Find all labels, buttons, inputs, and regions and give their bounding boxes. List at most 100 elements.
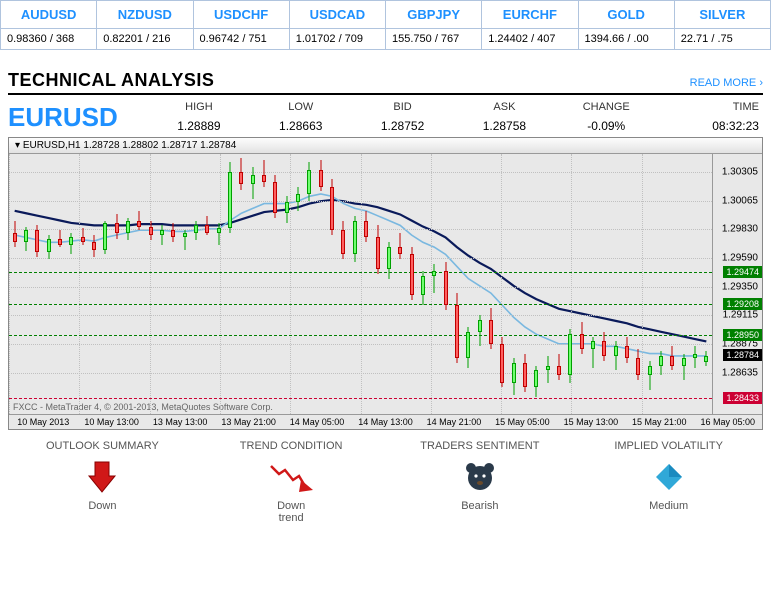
- quote-col-ask: ASK1.28758: [453, 101, 555, 133]
- candle: [353, 154, 357, 414]
- candle: [625, 154, 629, 414]
- candle: [512, 154, 516, 414]
- candle: [58, 154, 62, 414]
- price-tag: 1.28433: [723, 392, 762, 404]
- candle: [239, 154, 243, 414]
- candle: [273, 154, 277, 414]
- candle: [659, 154, 663, 414]
- summary-row: OUTLOOK SUMMARYDownTREND CONDITIONDowntr…: [8, 440, 763, 524]
- ticker-symbol: GOLD: [579, 1, 674, 29]
- ticker-usdchf[interactable]: USDCHF0.96742 / 751: [194, 1, 290, 49]
- quote-col-change: CHANGE-0.09%: [555, 101, 657, 133]
- candle: [69, 154, 73, 414]
- price-tag: 1.29208: [723, 298, 762, 310]
- candle: [557, 154, 561, 414]
- candle: [534, 154, 538, 414]
- candle: [580, 154, 584, 414]
- candle: [81, 154, 85, 414]
- candle: [35, 154, 39, 414]
- ylabel: 1.29115: [723, 310, 758, 321]
- candle: [217, 154, 221, 414]
- candle: [387, 154, 391, 414]
- candle: [126, 154, 130, 414]
- chart-title-icon: ▾: [15, 140, 23, 151]
- chart-gridline-v: [642, 154, 643, 414]
- xlabel: 13 May 13:00: [146, 415, 214, 429]
- chart-gridline-v: [361, 154, 362, 414]
- candle: [171, 154, 175, 414]
- candle: [307, 154, 311, 414]
- ticker-value: 1.01702 / 709: [290, 29, 385, 49]
- ticker-value: 1394.66 / .00: [579, 29, 674, 49]
- candle: [602, 154, 606, 414]
- candle: [364, 154, 368, 414]
- candle: [47, 154, 51, 414]
- quote-col-high: HIGH1.28889: [148, 101, 250, 133]
- ticker-eurchf[interactable]: EURCHF1.24402 / 407: [482, 1, 578, 49]
- summary-heading: IMPLIED VOLATILITY: [574, 440, 763, 452]
- ticker-value: 0.98360 / 368: [1, 29, 96, 49]
- chart-plot: FXCC - MetaTrader 4, © 2001-2013, MetaQu…: [9, 154, 712, 414]
- candle: [13, 154, 17, 414]
- candle: [251, 154, 255, 414]
- quote-col-time: TIME08:32:23: [657, 101, 763, 133]
- chart-gridline-v: [9, 154, 10, 414]
- summary-heading: OUTLOOK SUMMARY: [8, 440, 197, 452]
- xlabel: 15 May 13:00: [557, 415, 625, 429]
- ticker-value: 22.71 / .75: [675, 29, 770, 49]
- summary-value: Bearish: [386, 500, 575, 512]
- candle: [160, 154, 164, 414]
- xlabel: 13 May 21:00: [214, 415, 282, 429]
- ticker-strip: AUDUSD0.98360 / 368NZDUSD0.82201 / 216US…: [0, 0, 771, 50]
- candle: [568, 154, 572, 414]
- ylabel: 1.29350: [722, 282, 758, 293]
- candle: [693, 154, 697, 414]
- ticker-value: 0.82201 / 216: [97, 29, 192, 49]
- ticker-gbpjpy[interactable]: GBPJPY155.750 / 767: [386, 1, 482, 49]
- summary-bear: TRADERS SENTIMENTBearish: [386, 440, 575, 524]
- xlabel: 14 May 13:00: [351, 415, 419, 429]
- candle: [466, 154, 470, 414]
- ticker-symbol: USDCHF: [194, 1, 289, 29]
- ticker-symbol: USDCAD: [290, 1, 385, 29]
- candle: [194, 154, 198, 414]
- summary-diamond: IMPLIED VOLATILITYMedium: [574, 440, 763, 524]
- chart-container: ▾ EURUSD,H1 1.28728 1.28802 1.28717 1.28…: [8, 137, 763, 430]
- candle: [24, 154, 28, 414]
- ticker-gold[interactable]: GOLD1394.66 / .00: [579, 1, 675, 49]
- candle: [262, 154, 266, 414]
- chart-title: EURUSD,H1 1.28728 1.28802 1.28717 1.2878…: [23, 140, 237, 151]
- candle: [455, 154, 459, 414]
- ticker-usdcad[interactable]: USDCAD1.01702 / 709: [290, 1, 386, 49]
- chart-footer: FXCC - MetaTrader 4, © 2001-2013, MetaQu…: [13, 402, 273, 412]
- candle: [591, 154, 595, 414]
- chart-xaxis: 10 May 201310 May 13:0013 May 13:0013 Ma…: [9, 414, 762, 429]
- candle: [682, 154, 686, 414]
- bear-icon: [386, 460, 575, 494]
- candle: [149, 154, 153, 414]
- candle: [341, 154, 345, 414]
- chevron-right-icon: ›: [759, 77, 763, 89]
- price-tag: 1.28784: [723, 349, 762, 361]
- ticker-symbol: AUDUSD: [1, 1, 96, 29]
- candle: [648, 154, 652, 414]
- candle: [285, 154, 289, 414]
- read-more-link[interactable]: READ MORE ›: [690, 77, 763, 89]
- xlabel: 16 May 05:00: [694, 415, 762, 429]
- candle: [670, 154, 674, 414]
- ylabel: 1.30305: [722, 166, 758, 177]
- price-tag: 1.29474: [723, 266, 762, 278]
- summary-heading: TREND CONDITION: [197, 440, 386, 452]
- xlabel: 10 May 2013: [9, 415, 77, 429]
- summary-arrow-down: OUTLOOK SUMMARYDown: [8, 440, 197, 524]
- candle: [478, 154, 482, 414]
- ticker-silver[interactable]: SILVER22.71 / .75: [675, 1, 770, 49]
- ticker-nzdusd[interactable]: NZDUSD0.82201 / 216: [97, 1, 193, 49]
- ticker-audusd[interactable]: AUDUSD0.98360 / 368: [1, 1, 97, 49]
- quote-col-bid: BID1.28752: [352, 101, 454, 133]
- ticker-symbol: SILVER: [675, 1, 770, 29]
- chart-gridline-v: [290, 154, 291, 414]
- candle: [205, 154, 209, 414]
- candle: [523, 154, 527, 414]
- xlabel: 15 May 21:00: [625, 415, 693, 429]
